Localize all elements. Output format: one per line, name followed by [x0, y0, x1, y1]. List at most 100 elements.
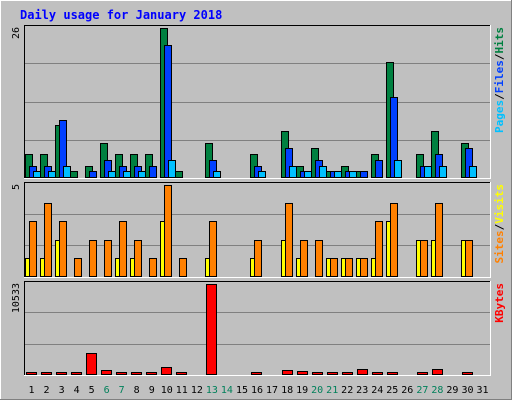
bar	[179, 258, 187, 277]
bar	[432, 369, 443, 375]
bar	[390, 203, 398, 277]
x-tick-label: 5	[89, 385, 95, 396]
x-tick-label: 24	[371, 385, 383, 396]
bar	[134, 240, 142, 277]
bar	[149, 258, 157, 277]
legend-entry: KBytes	[493, 283, 506, 323]
plot-area	[24, 281, 490, 375]
bar	[176, 372, 187, 375]
series-kbytes	[26, 284, 473, 375]
bar	[304, 171, 312, 178]
bar	[56, 372, 67, 375]
x-tick-label: 4	[74, 385, 80, 396]
legend-entry: /	[493, 53, 506, 60]
bar	[149, 166, 157, 178]
bar	[372, 372, 383, 375]
bar	[312, 372, 323, 375]
bar	[375, 160, 383, 178]
legend-entry: Hits	[493, 27, 506, 54]
bar	[41, 372, 52, 375]
x-tick-label: 18	[281, 385, 293, 396]
bar	[251, 372, 262, 375]
bar	[206, 284, 217, 375]
series-pages	[33, 160, 477, 178]
bar	[439, 166, 447, 178]
y-axis-max-label: 26	[11, 27, 22, 39]
bar	[417, 372, 428, 375]
bar	[146, 372, 157, 375]
legend-entry: Visits	[493, 184, 506, 224]
x-tick-label: 13	[206, 385, 218, 396]
series-sites	[29, 185, 473, 277]
x-tick-label: 6	[104, 385, 110, 396]
bar	[462, 372, 473, 375]
bar	[131, 372, 142, 375]
bar	[360, 258, 368, 277]
bar	[360, 171, 368, 178]
bar	[33, 171, 41, 178]
y-axis-max-label: 5	[11, 184, 22, 190]
bar	[297, 371, 308, 375]
x-tick-label: 23	[356, 385, 368, 396]
bar	[70, 171, 78, 178]
x-tick-label: 20	[311, 385, 323, 396]
legend-entry: Pages	[493, 100, 506, 133]
bar	[26, 372, 37, 375]
bar	[334, 171, 342, 178]
x-tick-label: 10	[161, 385, 173, 396]
bar	[116, 372, 127, 375]
bar	[86, 353, 97, 375]
bar	[424, 166, 432, 178]
bar	[89, 171, 97, 178]
bar	[101, 370, 112, 375]
bar	[71, 372, 82, 375]
x-tick-label: 11	[176, 385, 188, 396]
bar	[289, 166, 297, 178]
bar	[285, 203, 293, 277]
x-tick-label: 3	[59, 385, 65, 396]
bar	[123, 171, 131, 178]
bar	[108, 171, 116, 178]
bar	[104, 240, 112, 277]
bar	[420, 240, 428, 277]
bar	[342, 372, 353, 375]
legend-entry: Files	[493, 60, 506, 93]
bar	[44, 203, 52, 277]
x-tick-label: 16	[251, 385, 263, 396]
x-tick-label: 7	[119, 385, 125, 396]
x-tick-label: 25	[386, 385, 398, 396]
legend: KBytes	[493, 283, 506, 323]
bar	[254, 240, 262, 277]
x-tick-label: 29	[446, 385, 458, 396]
x-tick-label: 31	[476, 385, 488, 396]
x-tick-label: 21	[326, 385, 338, 396]
bar	[349, 171, 357, 178]
bar	[394, 160, 402, 178]
legend: Pages/Files/Hits	[493, 27, 506, 133]
legend: Sites/Visits	[493, 184, 506, 264]
bar	[282, 370, 293, 375]
x-tick-label: 17	[266, 385, 278, 396]
bar	[59, 221, 67, 277]
x-tick-label: 14	[221, 385, 233, 396]
bar	[119, 221, 127, 277]
x-tick-label: 12	[191, 385, 203, 396]
x-tick-label: 27	[416, 385, 428, 396]
bar	[48, 171, 56, 178]
x-tick-label: 2	[43, 385, 49, 396]
x-tick-label: 9	[149, 385, 155, 396]
x-tick-label: 26	[401, 385, 413, 396]
bar	[175, 171, 183, 178]
bar	[319, 166, 327, 178]
bar	[74, 258, 82, 277]
x-tick-label: 19	[296, 385, 308, 396]
x-tick-label: 22	[341, 385, 353, 396]
kbytes-panel: 10533 KBytes	[11, 281, 506, 376]
bar	[375, 221, 383, 277]
bar	[209, 221, 217, 277]
bar	[387, 372, 398, 375]
bar	[29, 221, 37, 277]
bar	[164, 45, 172, 178]
